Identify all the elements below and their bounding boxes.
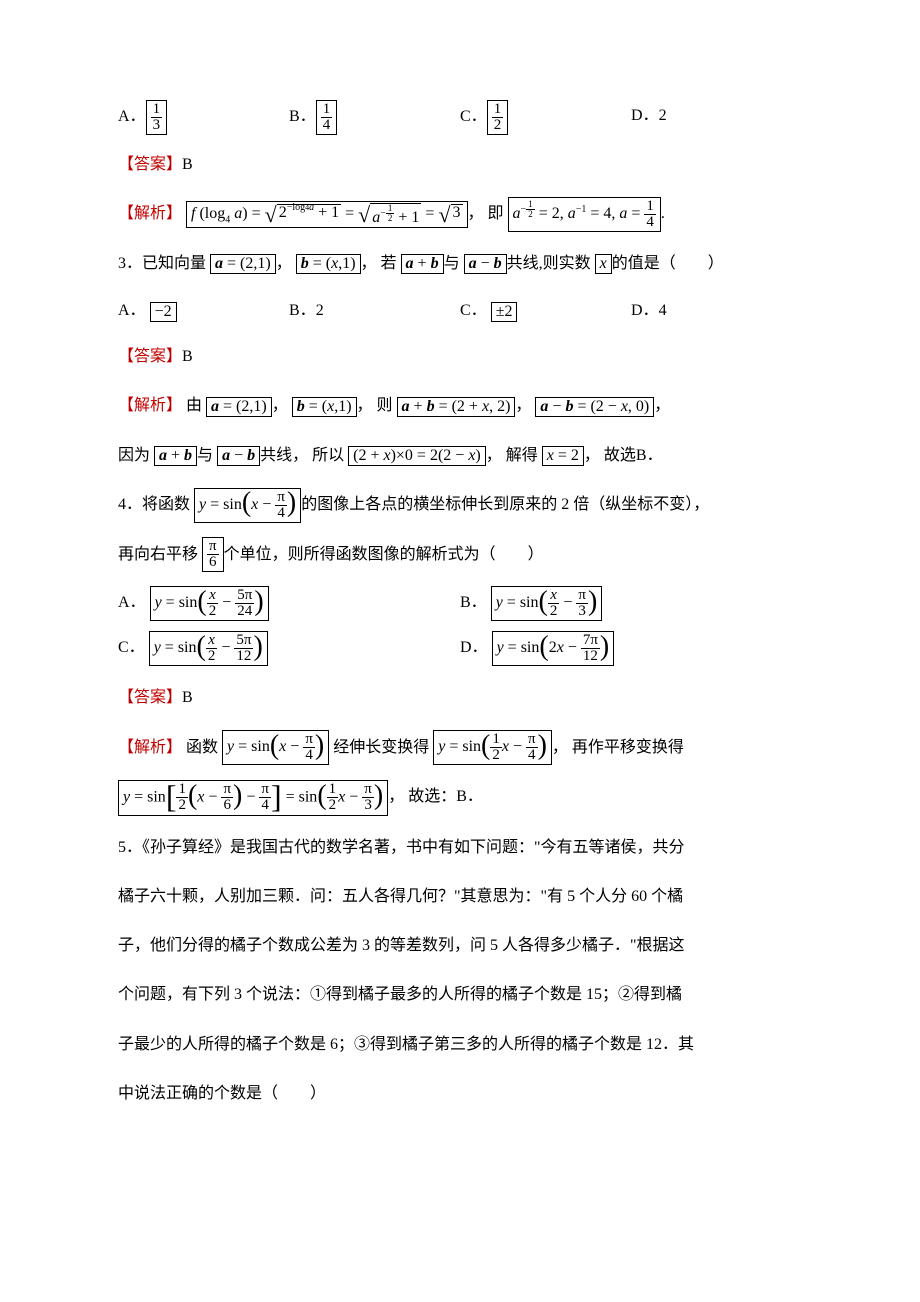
q2-opt-a: A．13 bbox=[118, 100, 289, 135]
q2-exp-end: . bbox=[661, 205, 665, 222]
q2-exp-mid: ， 即 bbox=[468, 205, 504, 222]
q4-opt-b: B． y = sin(x2 − π3) bbox=[460, 586, 802, 621]
q4-opts-row1: A． y = sin(x2 − 5π24) B． y = sin(x2 − π3… bbox=[118, 586, 802, 621]
explanation-label: 【解析】 bbox=[118, 205, 182, 222]
q3-diff: a − b bbox=[464, 254, 507, 274]
q2-explanation: 【解析】 f (log4 a) = √2−log4a + 1 = √a−12 +… bbox=[118, 196, 802, 232]
answer-label: 【答案】 bbox=[118, 348, 182, 365]
q2-opt-d-text: 2 bbox=[659, 107, 667, 124]
q4-stem-l1: 4．将函数 y = sin(x − π4) 的图像上各点的横坐标伸长到原来的 2… bbox=[118, 487, 802, 523]
answer-label: 【答案】 bbox=[118, 156, 182, 173]
q5-l4: 个问题，有下列 3 个说法：①得到橘子最多的人所得的橘子个数是 15；②得到橘 bbox=[118, 977, 802, 1012]
q4-stem-l2: 再向右平移 π6个单位，则所得函数图像的解析式为（ ） bbox=[118, 537, 802, 573]
q3-exp-line1: 【解析】 由 a = (2,1)， b = (x,1)， 则 a + b = (… bbox=[118, 388, 802, 423]
q4-answer: 【答案】B bbox=[118, 680, 802, 715]
q3-num: 3． bbox=[118, 255, 142, 272]
q3-veca: a = (2,1) bbox=[210, 254, 276, 274]
q4-exp-l2: y = sin[12(x − π6) − π4] = sin(12x − π3)… bbox=[118, 779, 802, 815]
q4-exp-l1: 【解析】 函数 y = sin(x − π4) 经伸长变换得 y = sin(1… bbox=[118, 730, 802, 766]
q3-vecb: b = (x,1) bbox=[296, 254, 361, 274]
q3-opt-a: A． −2 bbox=[118, 295, 289, 327]
q4-opts-row2: C． y = sin(x2 − 5π12) D． y = sin(2x − 7π… bbox=[118, 631, 802, 666]
explanation-label: 【解析】 bbox=[118, 397, 182, 414]
q3-sum: a + b bbox=[401, 254, 444, 274]
q4-shift: π6 bbox=[202, 537, 224, 572]
q4-opt-c: C． y = sin(x2 − 5π12) bbox=[118, 631, 460, 666]
q4-opt-d: D． y = sin(2x − 7π12) bbox=[460, 631, 802, 666]
q5-l6: 中说法正确的个数是（ ） bbox=[118, 1076, 802, 1111]
q3-pre: 已知向量 bbox=[142, 255, 206, 272]
q2-options: A．13 B．14 C．12 D．2 bbox=[118, 100, 802, 135]
q3-options: A． −2 B．2 C． ±2 D．4 bbox=[118, 295, 802, 327]
q2-answer: 【答案】B bbox=[118, 147, 802, 182]
q2-opt-b: B．14 bbox=[289, 100, 460, 135]
q5-l5: 子最少的人所得的橘子个数是 6；③得到橘子第三多的人所得的橘子个数是 12．其 bbox=[118, 1027, 802, 1062]
q2-opt-c: C．12 bbox=[460, 100, 631, 135]
answer-label: 【答案】 bbox=[118, 689, 182, 706]
q2-exp-box2: a−12 = 2, a−1 = 4, a = 14 bbox=[508, 197, 661, 232]
q4-answer-value: B bbox=[182, 689, 193, 706]
q3-exp-line2: 因为 a + b与 a − b共线， 所以 (2 + x)×0 = 2(2 − … bbox=[118, 438, 802, 473]
q5-l1: 5．《孙子算经》是我国古代的数学名著，书中有如下问题："今有五等诸侯，共分 bbox=[118, 830, 802, 865]
q4-opt-a: A． y = sin(x2 − 5π24) bbox=[118, 586, 460, 621]
q3-opt-d: D．4 bbox=[631, 295, 802, 327]
q3-x: x bbox=[595, 254, 612, 274]
q3-opt-c: C． ±2 bbox=[460, 295, 631, 327]
q2-exp-box1: f (log4 a) = √2−log4a + 1 = √a−12 + 1 = … bbox=[186, 201, 468, 228]
q3-opt-b: B．2 bbox=[289, 295, 460, 327]
q2-opt-d: D．2 bbox=[631, 100, 802, 135]
explanation-label: 【解析】 bbox=[118, 739, 182, 756]
q4-mainfn: y = sin(x − π4) bbox=[194, 488, 301, 523]
q3-answer: 【答案】B bbox=[118, 339, 802, 374]
q3-answer-value: B bbox=[182, 348, 193, 365]
q3-stem: 3．已知向量 a = (2,1)， b = (x,1)， 若 a + b与 a … bbox=[118, 246, 802, 281]
q5-l2: 橘子六十颗，人别加三颗．问：五人各得几何？"其意思为："有 5 个人分 60 个… bbox=[118, 879, 802, 914]
q5-l3: 子，他们分得的橘子个数成公差为 3 的等差数列，问 5 人各得多少橘子．"根据这 bbox=[118, 928, 802, 963]
q2-answer-value: B bbox=[182, 156, 193, 173]
